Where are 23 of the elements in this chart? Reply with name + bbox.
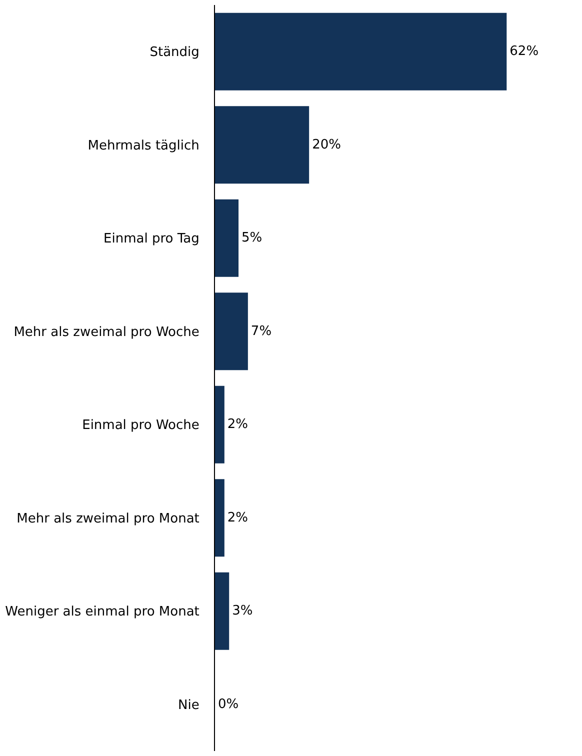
data-label: 0% bbox=[218, 696, 239, 712]
data-label: 2% bbox=[227, 417, 248, 432]
data-label: 7% bbox=[250, 324, 272, 339]
data-label: 2% bbox=[227, 510, 248, 526]
bar bbox=[215, 386, 224, 464]
y-tick-label: Mehr als zweimal pro Monat bbox=[16, 511, 200, 526]
data-label: 5% bbox=[242, 230, 262, 246]
data-label: 62% bbox=[510, 44, 539, 60]
bar bbox=[215, 479, 224, 557]
y-tick-label: Einmal pro Tag bbox=[104, 232, 200, 247]
y-tick-label: Mehr als zweimal pro Woche bbox=[14, 324, 200, 340]
data-label: 3% bbox=[232, 604, 253, 619]
y-tick-label: Einmal pro Woche bbox=[82, 418, 200, 434]
y-tick-label: Weniger als einmal pro Monat bbox=[5, 604, 200, 620]
bar bbox=[215, 12, 507, 90]
bar bbox=[215, 572, 230, 650]
data-label: 20% bbox=[312, 137, 341, 152]
y-tick-label: Nie bbox=[178, 698, 200, 713]
bar bbox=[215, 199, 239, 277]
y-tick-label: Mehrmals täglich bbox=[88, 138, 200, 154]
bar bbox=[215, 292, 248, 370]
y-tick-label: Ständig bbox=[150, 45, 200, 60]
bar bbox=[215, 106, 310, 184]
